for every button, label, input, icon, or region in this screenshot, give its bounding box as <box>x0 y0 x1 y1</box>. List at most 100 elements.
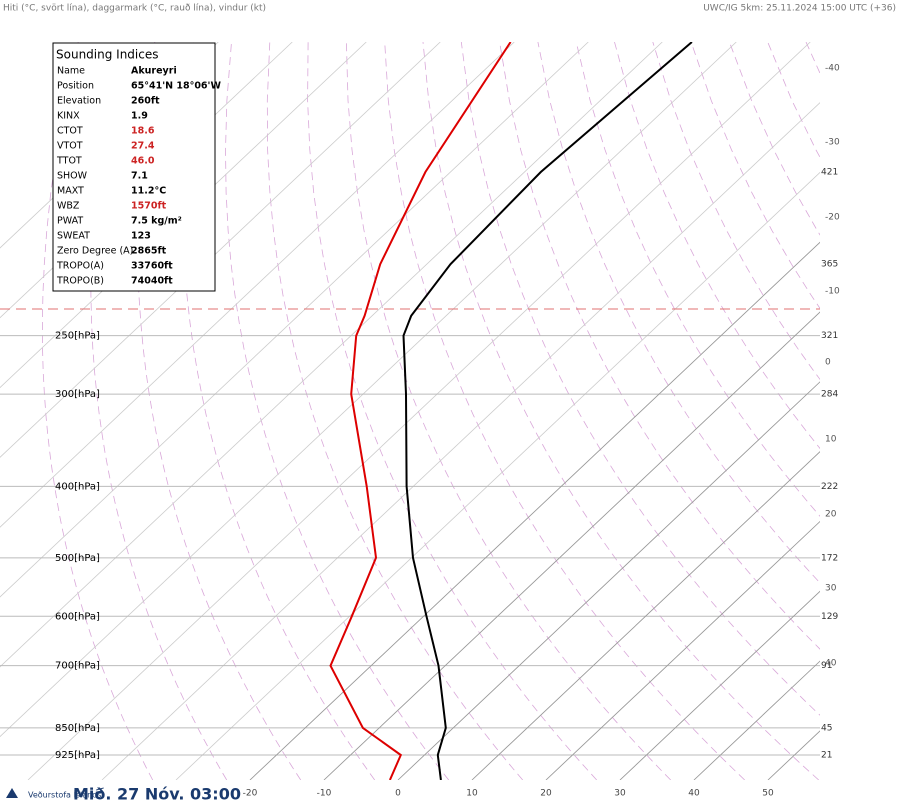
y-tick-label: 250[hPa] <box>55 331 100 342</box>
index-label: SWEAT <box>57 231 90 242</box>
index-label: MAXT <box>57 186 84 197</box>
grid-line <box>471 451 820 780</box>
isotherm-label: 10 <box>825 435 837 445</box>
isotherm-label: -40 <box>825 64 840 74</box>
isotherm-bg <box>249 241 820 780</box>
y-tick-label: 500[hPa] <box>55 553 100 564</box>
dry-adiabat <box>499 42 820 650</box>
isotherm-bg <box>0 42 441 458</box>
grid-line <box>619 590 820 780</box>
dry-adiabat <box>652 42 820 381</box>
dry-adiabat <box>225 42 450 780</box>
index-value: 27.4 <box>131 141 155 152</box>
indices-box <box>52 42 216 292</box>
grid-line <box>249 241 820 780</box>
y-tick-label: 600[hPa] <box>55 611 100 622</box>
index-value: 260ft <box>131 96 160 107</box>
height-label: 222 <box>821 482 838 492</box>
index-label: TTOT <box>56 156 82 167</box>
index-label: TROPO(A) <box>56 261 104 272</box>
index-value: 1570ft <box>131 201 167 212</box>
index-value: 11.2°C <box>131 186 166 197</box>
isotherm-label: 40 <box>825 659 837 669</box>
x-tick-label: 50 <box>762 789 774 799</box>
dry-adiabat <box>883 42 900 780</box>
profile-line <box>329 42 512 780</box>
isotherm-bg <box>471 451 820 780</box>
valid-time: Mið. 27 Nóv. 03:00 <box>73 785 241 804</box>
height-label: 129 <box>821 612 838 622</box>
dry-adiabat <box>729 42 820 236</box>
dry-adiabat <box>690 42 820 310</box>
isotherm-bg <box>175 171 820 780</box>
isotherm-label: -10 <box>825 287 840 297</box>
isotherm-label: -30 <box>825 138 840 148</box>
isotherm-label: -20 <box>825 213 840 223</box>
x-tick-label: 20 <box>540 789 552 799</box>
dry-adiabat <box>844 42 900 780</box>
grid-line <box>397 381 820 780</box>
dry-adiabat <box>307 42 597 780</box>
index-value: Akureyri <box>131 66 177 77</box>
index-label: VTOT <box>57 141 83 152</box>
index-label: Zero Degree (A) <box>57 246 133 257</box>
index-value: 1.9 <box>131 111 148 122</box>
overlay: 250[hPa] 300[hPa] 400[hPa] 500[hPa] 600[hPa]… <box>52 42 840 799</box>
grid-line <box>767 730 820 780</box>
isotherm-label: 30 <box>825 584 837 594</box>
index-label: SHOW <box>57 171 88 182</box>
dry-adiabat <box>767 42 820 159</box>
isotherm-label: 20 <box>825 510 837 520</box>
footer-bg <box>0 782 214 808</box>
isotherm-bg <box>693 660 820 780</box>
index-label: Position <box>57 81 94 92</box>
index-label: KINX <box>57 111 80 122</box>
isotherm-label: 0 <box>825 358 831 368</box>
isotherm-bg <box>101 102 820 780</box>
index-label: PWAT <box>57 216 83 227</box>
height-label: 91 <box>821 661 832 671</box>
index-label: CTOT <box>57 126 83 137</box>
height-label: 21 <box>821 751 832 761</box>
x-tick-label: -20 <box>243 789 258 799</box>
x-tick-label: 0 <box>395 789 401 799</box>
logo-text: Veðurstofa Íslands <box>28 789 101 800</box>
index-label: Name <box>57 66 85 77</box>
isotherm-bg <box>27 42 811 780</box>
height-label: 421 <box>821 167 838 177</box>
isotherm-bg <box>0 42 589 598</box>
logo: Veðurstofa Íslands <box>6 788 101 800</box>
header-right: UWC/IG 5km: 25.11.2024 15:00 UTC (+36) <box>703 4 896 14</box>
y-tick-label: 850[hPa] <box>55 723 100 734</box>
index-label: WBZ <box>57 201 80 212</box>
grid-line <box>693 660 820 780</box>
x-tick-label: 30 <box>614 789 626 799</box>
index-label: TROPO(B) <box>56 276 104 287</box>
index-label: Elevation <box>57 96 101 107</box>
index-value: 123 <box>131 231 151 242</box>
dry-adiabat <box>537 42 820 584</box>
x-tick-label: -10 <box>317 789 332 799</box>
grid-line <box>323 311 820 780</box>
isotherm-bg <box>0 42 663 668</box>
height-label: 321 <box>821 331 838 341</box>
index-value: 7.5 kg/m² <box>131 216 182 227</box>
height-label: 45 <box>821 723 832 733</box>
isotherm-bg <box>842 42 900 780</box>
x-tick-label: 10 <box>466 789 478 799</box>
header-left: Hiti (°C, svört lína), daggarmark (°C, r… <box>3 4 266 14</box>
index-value: 18.6 <box>131 126 155 137</box>
indices-title: Sounding Indices <box>56 48 159 62</box>
dry-adiabat <box>575 42 820 517</box>
dry-adiabat <box>614 42 820 450</box>
dry-adiabat <box>422 42 819 780</box>
isotherm-bg <box>767 730 820 780</box>
isotherm-bg <box>619 590 820 780</box>
isotherm-bg <box>0 42 515 528</box>
x-tick-label: 40 <box>688 789 700 799</box>
profile-line <box>402 42 693 780</box>
isotherm-bg <box>323 311 820 780</box>
index-value: 7.1 <box>131 171 148 182</box>
